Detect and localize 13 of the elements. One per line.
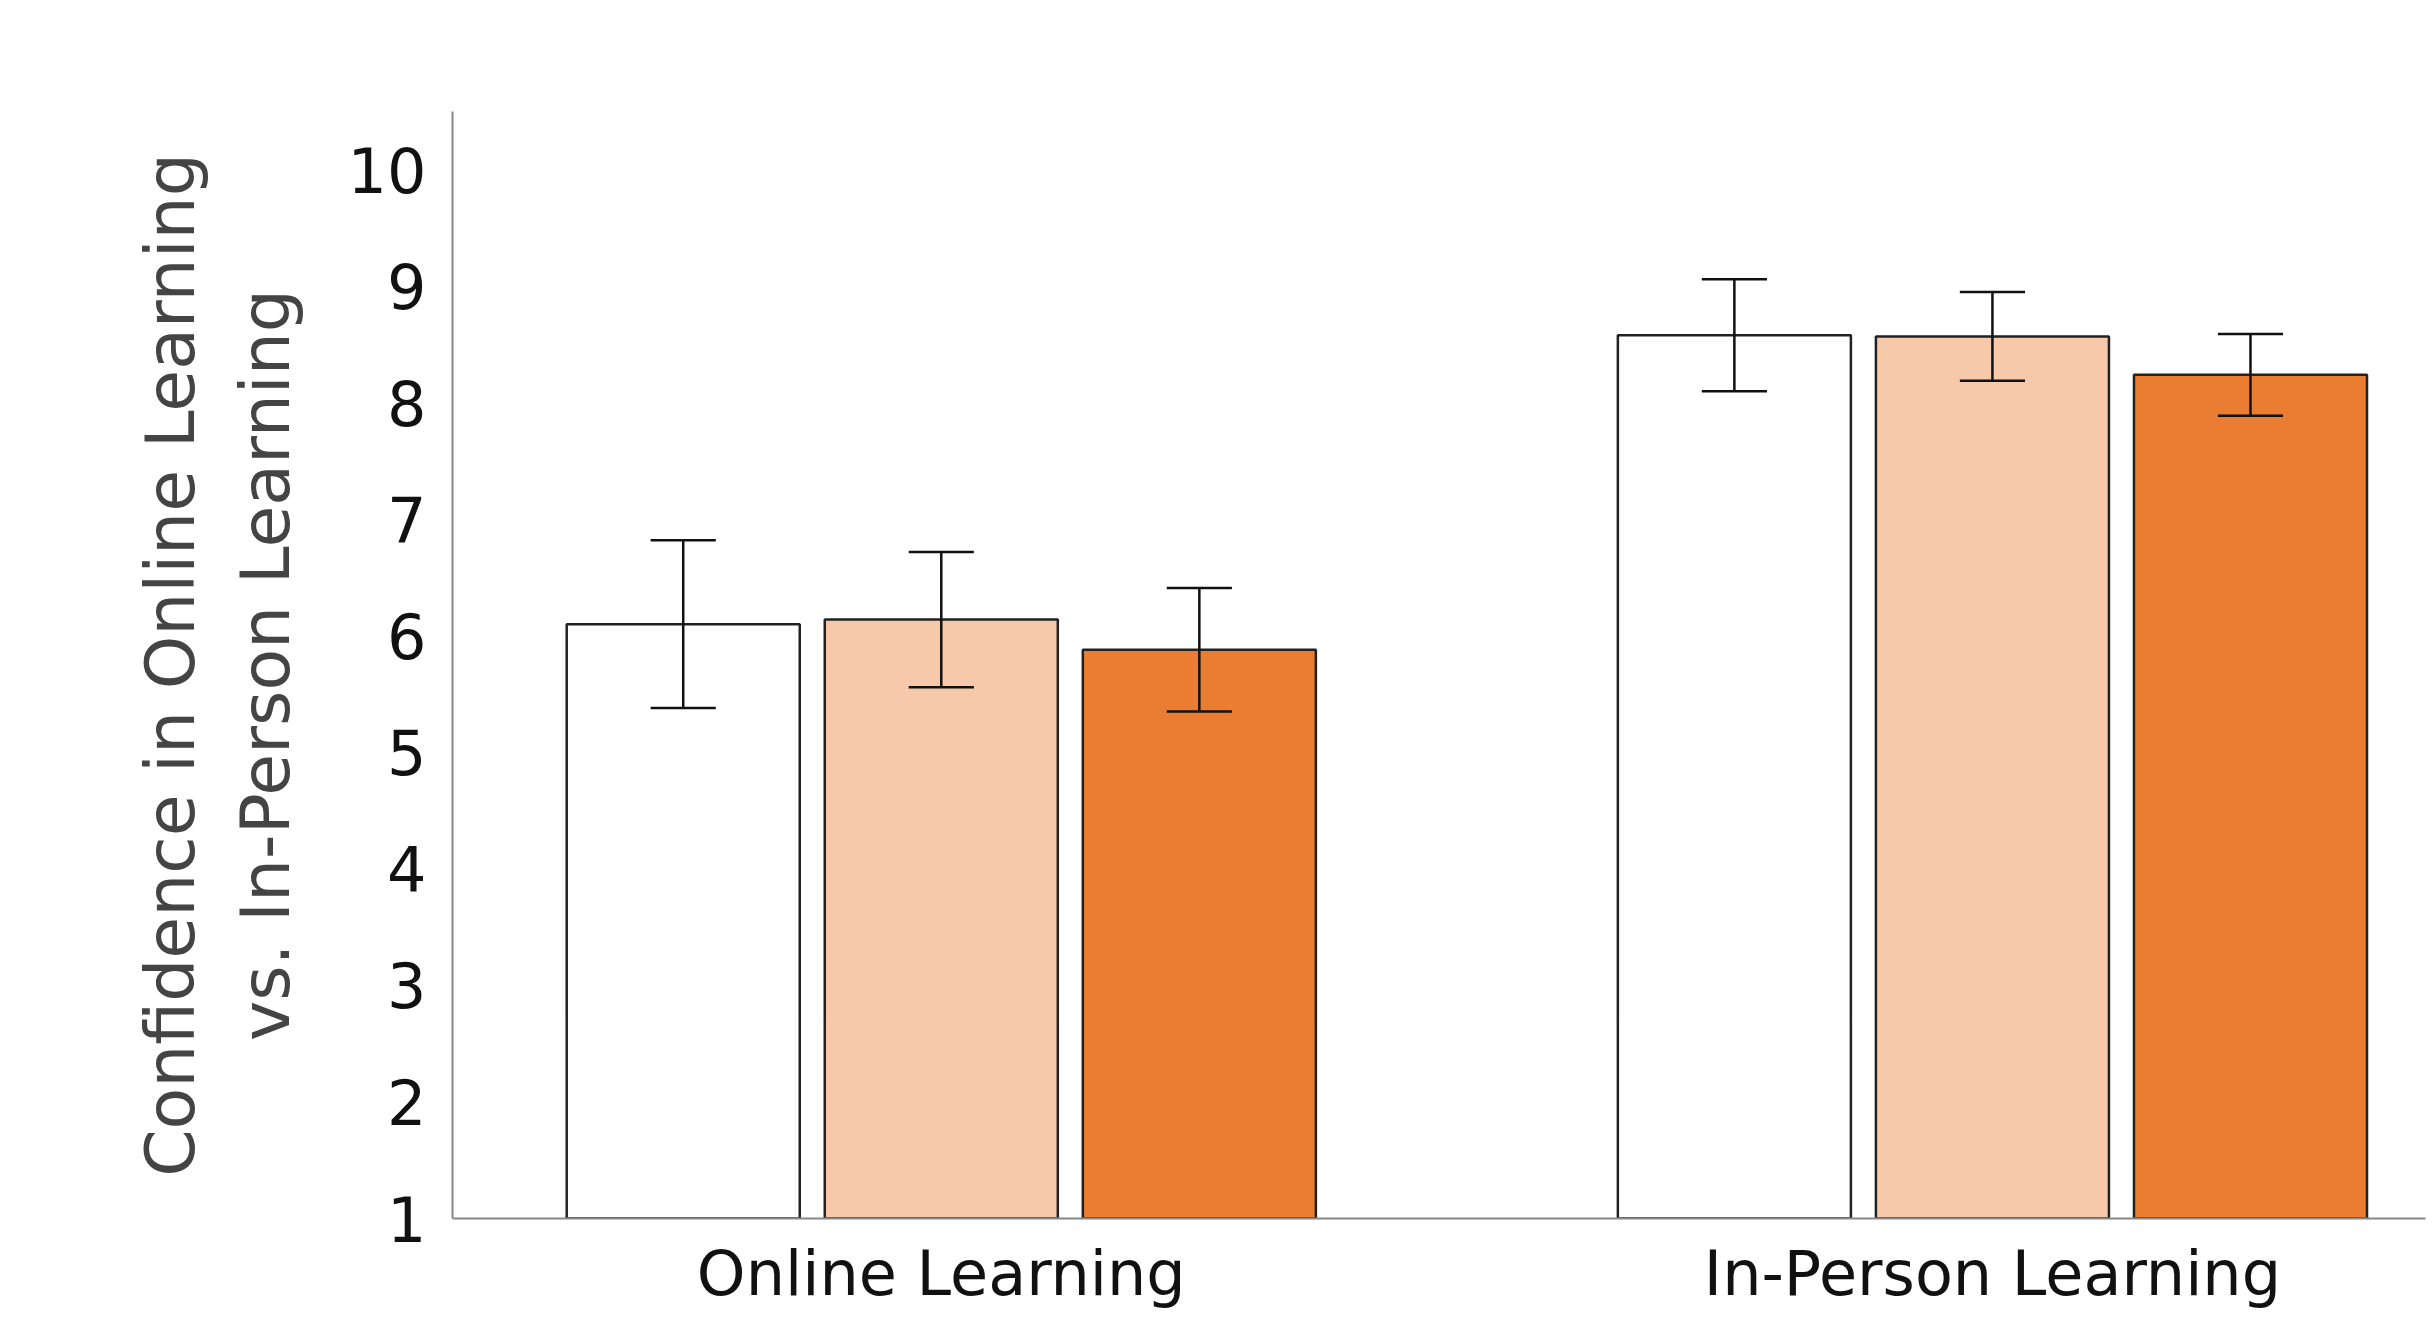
x-tick-label: Online Learning (696, 1236, 1186, 1310)
y-tick-label: 10 (347, 134, 427, 208)
y-tick-label: 1 (387, 1183, 427, 1257)
y-tick-label: 9 (387, 251, 427, 325)
y-axis-title: Confidence in Online Learning vs. In-Person Learning (130, 153, 305, 1177)
y-tick-label: 3 (387, 950, 427, 1024)
y-tick-label: 2 (387, 1066, 427, 1140)
x-tick-label: In-Person Learning (1703, 1236, 2282, 1310)
y-tick-label: 7 (387, 484, 427, 558)
y-tick-label: 6 (387, 600, 427, 674)
y-tick-label: 8 (387, 367, 427, 441)
y-tick-label: 5 (387, 717, 427, 791)
y-tick-label: 4 (387, 833, 427, 907)
